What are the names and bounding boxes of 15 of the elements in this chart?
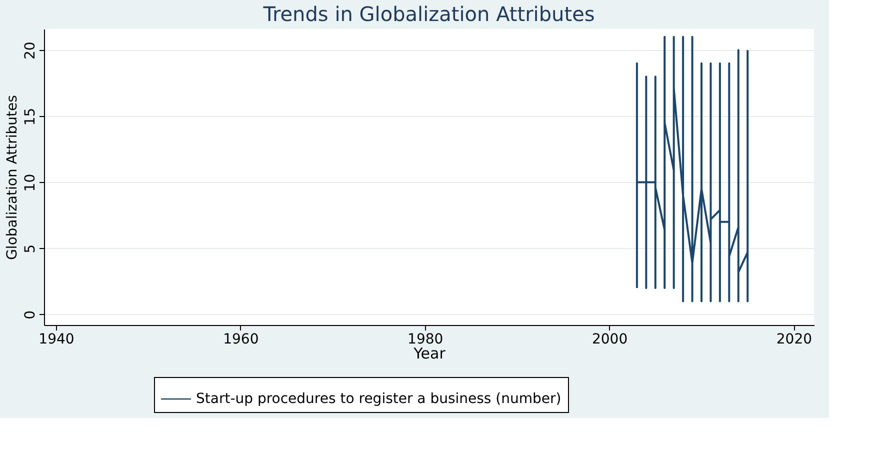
y-axis-title: Globalization Attributes [4, 95, 20, 260]
x-tick-label: 1980 [408, 332, 444, 348]
x-tick-label: 1940 [38, 332, 74, 348]
line-series [636, 36, 749, 302]
y-tick-label: 0 [22, 310, 38, 320]
x-tick-label: 2020 [776, 332, 812, 348]
y-tick-label: 20 [22, 42, 38, 60]
y-tick-label: 15 [22, 108, 38, 126]
y-tick-label: 10 [22, 174, 38, 192]
y-tick-label: 5 [22, 244, 38, 254]
chart-title: Trends in Globalization Attributes [262, 2, 595, 26]
x-axis-title: Year [412, 344, 446, 362]
x-tick-label: 2000 [592, 332, 628, 348]
legend-label: Start-up procedures to register a business (number) [196, 391, 562, 407]
x-tick-label: 1960 [223, 332, 259, 348]
